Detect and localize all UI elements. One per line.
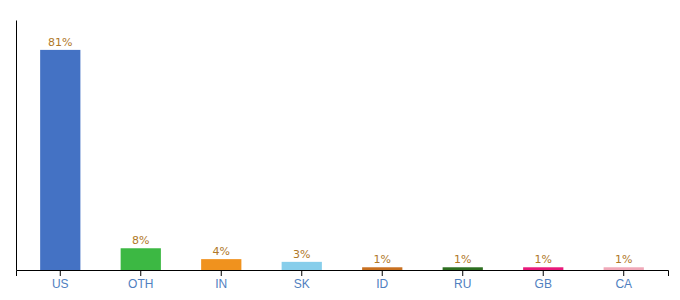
x-tick-label: IN	[215, 277, 227, 291]
data-label: 1%	[535, 253, 552, 266]
bar	[40, 50, 80, 270]
x-tick-mark	[623, 270, 624, 276]
y-axis	[16, 21, 17, 271]
x-tick-label: OTH	[128, 277, 153, 291]
bar	[201, 259, 241, 270]
x-tick: RU	[454, 270, 471, 291]
x-axis: US OTH IN SK ID RU GB CA	[17, 270, 669, 291]
x-axis-line	[17, 271, 669, 277]
x-tick: GB	[535, 270, 552, 291]
data-label: 8%	[132, 234, 149, 247]
data-label: 1%	[374, 253, 391, 266]
bar	[523, 267, 563, 270]
data-label: 81%	[48, 36, 72, 49]
x-tick-label: US	[52, 277, 69, 291]
x-tick-mark	[140, 270, 141, 276]
x-tick-mark	[462, 270, 463, 276]
x-tick-mark	[60, 270, 61, 276]
x-tick-label: ID	[376, 277, 388, 291]
data-label: 4%	[213, 245, 230, 258]
x-tick: CA	[615, 270, 632, 291]
plot-area: 81% 8% 4% 3% 1% 1% 1% 1% US OTH IN SK ID RU GB CA	[17, 21, 669, 291]
data-label: 1%	[454, 253, 471, 266]
bar	[604, 267, 644, 270]
x-tick-label: CA	[615, 277, 632, 291]
data-label: 3%	[293, 248, 310, 261]
x-tick-mark	[301, 270, 302, 276]
data-label: 1%	[615, 253, 632, 266]
bars	[40, 50, 644, 270]
x-tick-mark	[221, 270, 222, 276]
x-tick: SK	[294, 270, 310, 291]
bar	[121, 248, 161, 270]
x-tick-mark	[382, 270, 383, 276]
x-tick-label: GB	[535, 277, 552, 291]
bar	[443, 267, 483, 270]
x-tick-label: SK	[294, 277, 310, 291]
y-axis-line	[16, 21, 17, 271]
x-tick: US	[52, 270, 69, 291]
x-tick: OTH	[128, 270, 153, 291]
data-labels: 81% 8% 4% 3% 1% 1% 1% 1%	[48, 36, 632, 266]
x-tick-mark	[543, 270, 544, 276]
x-tick-label: RU	[454, 277, 471, 291]
chart-svg: 81% 8% 4% 3% 1% 1% 1% 1% US OTH IN SK ID RU GB CA	[0, 0, 680, 300]
bar	[362, 267, 402, 270]
x-tick: IN	[215, 270, 227, 291]
x-tick: ID	[376, 270, 388, 291]
chart-container: 81% 8% 4% 3% 1% 1% 1% 1% US OTH IN SK ID RU GB CA	[0, 0, 680, 300]
bar	[282, 262, 322, 270]
